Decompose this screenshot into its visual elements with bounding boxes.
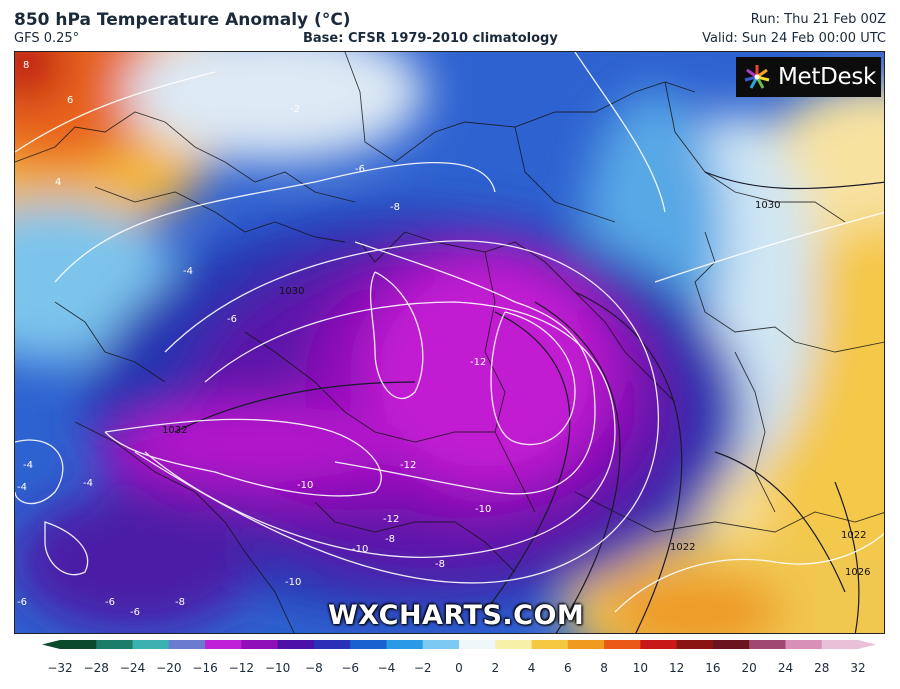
anomaly-contour-label: -6 <box>105 597 115 608</box>
legend-swatch <box>495 640 533 649</box>
wxcharts-watermark: WXCHARTS.COM <box>328 600 585 631</box>
legend-swatch <box>531 640 569 649</box>
legend-swatch <box>132 640 170 649</box>
isobars <box>174 171 884 633</box>
legend-tick-label: 12 <box>669 661 684 675</box>
legend-swatch <box>168 640 206 649</box>
logo-text: MetDesk <box>778 64 877 90</box>
legend-left-arrow <box>42 640 60 649</box>
anomaly-contour-label: -8 <box>435 559 445 570</box>
anomaly-contour-label: -4 <box>83 478 93 489</box>
legend-swatch <box>604 640 641 649</box>
legend-tick-label: 24 <box>778 661 793 675</box>
valid-time-label: Valid: Sun 24 Feb 00:00 UTC <box>702 31 886 46</box>
legend-tick-label: 8 <box>600 661 608 675</box>
legend-tick-label: −4 <box>378 661 396 675</box>
legend-tick-label: −24 <box>120 661 145 675</box>
anomaly-map[interactable]: 8 6 4 -2 -6 -8 -4 -6 -4 -4 -4 -6 -12 -12 -10 -10 -12 -10 -… <box>14 51 885 634</box>
metdesk-star-icon <box>744 65 770 89</box>
legend-tick-label: −20 <box>156 661 181 675</box>
isobar-label: 1030 <box>279 286 305 297</box>
isobar-label: 1022 <box>670 542 696 553</box>
anomaly-contour-label: -10 <box>285 577 302 588</box>
legend-tick-label: 2 <box>491 661 499 675</box>
model-label: GFS 0.25° <box>14 31 80 46</box>
anomaly-contour-label: -10 <box>352 544 369 555</box>
isobar-label: 1022 <box>841 530 867 541</box>
anomaly-contours <box>15 52 884 613</box>
legend-swatch <box>567 640 605 649</box>
legend-tick-label: −32 <box>47 661 72 675</box>
legend-swatch <box>422 640 460 649</box>
anomaly-contour-label: -10 <box>475 504 492 515</box>
legend-swatch <box>459 640 496 649</box>
legend-swatch <box>350 640 388 649</box>
anomaly-contour-label: -2 <box>290 104 300 115</box>
legend-tick-label: 32 <box>850 661 865 675</box>
isobar-label: 1030 <box>755 200 781 211</box>
legend-swatch <box>386 640 424 649</box>
anomaly-contour-label: -12 <box>470 357 487 368</box>
legend-tick-label: −8 <box>305 661 323 675</box>
legend-right-arrow <box>858 640 876 649</box>
legend-tick-label: −2 <box>414 661 432 675</box>
legend-tick-label: 4 <box>528 661 536 675</box>
anomaly-contour-label: -12 <box>400 460 417 471</box>
legend-tick-label: 10 <box>633 661 648 675</box>
legend-tick-label: −28 <box>84 661 109 675</box>
anomaly-contour-label: 4 <box>55 177 62 188</box>
isobar-label: 1032 <box>162 425 188 436</box>
legend-swatch <box>277 640 315 649</box>
legend-swatch <box>676 640 714 649</box>
country-borders <box>15 52 884 633</box>
anomaly-contour-label: -4 <box>17 482 27 493</box>
anomaly-contour-label: -12 <box>383 514 400 525</box>
run-time-label: Run: Thu 21 Feb 00Z <box>750 12 886 27</box>
legend-bar <box>42 640 876 649</box>
anomaly-contour-label: -6 <box>227 314 237 325</box>
anomaly-contour-label: -8 <box>175 597 185 608</box>
legend-swatch <box>640 640 678 649</box>
anomaly-contour-label: -6 <box>355 164 365 175</box>
anomaly-shading <box>15 52 884 633</box>
chart-title: 850 hPa Temperature Anomaly (°C) <box>14 10 351 30</box>
anomaly-contour-label: -8 <box>385 534 395 545</box>
climatology-base-label: Base: CFSR 1979-2010 climatology <box>303 31 558 46</box>
legend-swatch <box>749 640 787 649</box>
legend-tick-label: 0 <box>455 661 463 675</box>
legend-swatch <box>241 640 279 649</box>
anomaly-contour-label: -10 <box>297 480 314 491</box>
legend-swatch <box>821 640 859 649</box>
legend-swatch <box>205 640 242 649</box>
legend-swatch <box>60 640 97 649</box>
legend-tick-label: −16 <box>192 661 217 675</box>
legend-tick-label: −12 <box>229 661 254 675</box>
color-legend: −32 −28 −24 −20 −16 −12 −10 −8 −6 −4 −2 0 2 4 6 8 10 12 16… <box>42 640 876 675</box>
legend-swatch <box>96 640 134 649</box>
anomaly-contour-label: -4 <box>183 266 193 277</box>
legend-tick-label: 28 <box>814 661 829 675</box>
legend-tick-label: −10 <box>265 661 290 675</box>
anomaly-contour-label: 8 <box>23 60 30 71</box>
metdesk-logo: MetDesk <box>736 57 881 97</box>
legend-swatch <box>313 640 351 649</box>
legend-tick-label: 16 <box>705 661 720 675</box>
isobar-label: 1026 <box>845 567 871 578</box>
legend-swatch <box>712 640 750 649</box>
legend-tick-label: 6 <box>564 661 572 675</box>
anomaly-contour-label: -4 <box>23 460 33 471</box>
legend-tick-label: −6 <box>341 661 359 675</box>
anomaly-contour-label: 6 <box>67 95 74 106</box>
legend-swatch <box>785 640 823 649</box>
anomaly-contour-label: -6 <box>17 597 27 608</box>
map-canvas <box>15 52 884 633</box>
legend-ticks: −32 −28 −24 −20 −16 −12 −10 −8 −6 −4 −2 0 2 4 6 8 10 12 16… <box>47 661 865 675</box>
anomaly-contour-label: -8 <box>390 202 400 213</box>
legend-tick-label: 20 <box>742 661 757 675</box>
anomaly-contour-label: -6 <box>130 607 140 618</box>
